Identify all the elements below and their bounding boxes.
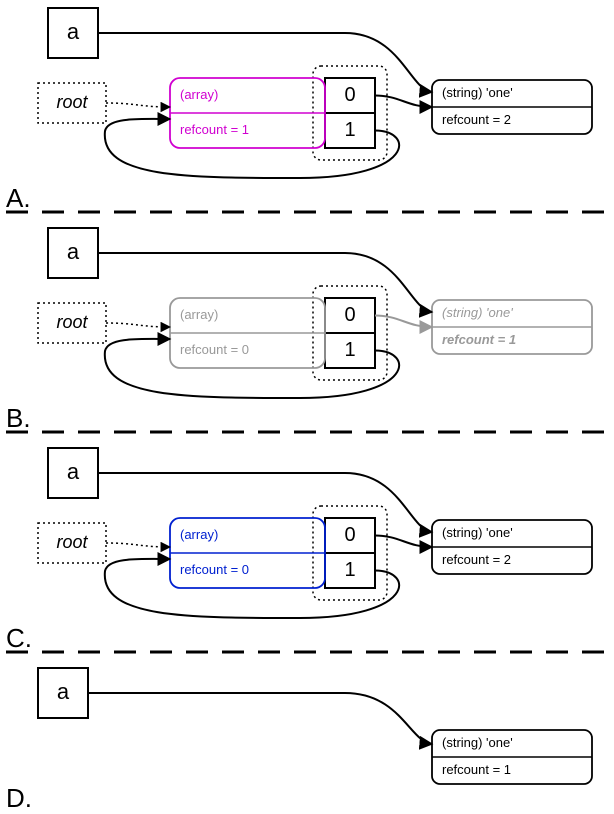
a-to-string-edge [98,33,432,92]
index-1-label: 1 [344,559,355,581]
root-label: root [56,312,88,332]
array-type-label: (array) [180,87,218,102]
index-0-label: 0 [344,524,355,546]
panel-d-label: D. [6,783,32,813]
string-type-label: (string) 'one' [442,525,513,540]
index-1-label: 1 [344,119,355,141]
root-to-array-edge [106,103,170,107]
string-type-label: (string) 'one' [442,305,513,320]
a-label: a [67,239,80,264]
string-type-label: (string) 'one' [442,85,513,100]
string-refcount-label: refcount = 1 [442,762,511,777]
root-label: root [56,532,88,552]
a-label: a [67,19,80,44]
string-type-label: (string) 'one' [442,735,513,750]
panel-b-label: B. [6,403,31,433]
a-label: a [57,679,70,704]
panel-a-label: A. [6,183,31,213]
a-to-string-edge [98,473,432,532]
index-0-label: 0 [344,84,355,106]
index-0-label: 0 [344,304,355,326]
index0-to-string-edge [375,536,432,548]
a-label: a [67,459,80,484]
string-refcount-label: refcount = 2 [442,112,511,127]
index0-to-string-edge [375,96,432,108]
array-refcount-label: refcount = 0 [180,562,249,577]
root-to-array-edge [106,323,170,327]
a-to-string-edge [98,253,432,312]
index-1-label: 1 [344,339,355,361]
array-refcount-label: refcount = 0 [180,342,249,357]
a-to-string-edge [88,693,432,744]
array-type-label: (array) [180,307,218,322]
array-type-label: (array) [180,527,218,542]
root-label: root [56,92,88,112]
root-to-array-edge [106,543,170,547]
string-refcount-label: refcount = 1 [442,332,516,347]
panel-c-label: C. [6,623,32,653]
index0-to-string-edge [375,316,432,328]
string-refcount-label: refcount = 2 [442,552,511,567]
array-refcount-label: refcount = 1 [180,122,249,137]
